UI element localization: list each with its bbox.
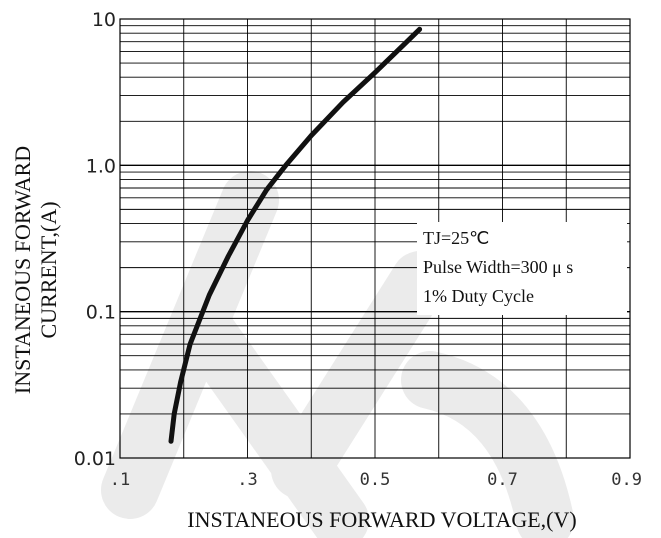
x-tick-label: .3 [237, 470, 257, 490]
y-tick-label: 0.1 [86, 302, 116, 324]
y-tick-label: 0.01 [74, 448, 116, 470]
watermark-stroke [401, 351, 574, 538]
y-tick-labels: 0.01 0.1 1.0 10 [74, 9, 116, 470]
series-line [168, 26, 423, 444]
y-axis-title-line1: INSTANEOUS FORWARD [10, 146, 35, 394]
x-tick-label: 0.5 [360, 470, 391, 490]
x-tick-label: .1 [110, 470, 130, 490]
series-layer [168, 26, 423, 444]
annotation-background [417, 222, 627, 315]
plot-area-frame [119, 18, 631, 459]
y-tick-label: 10 [92, 9, 116, 31]
x-axis-title: INSTANEOUS FORWARD VOLTAGE,(V) [187, 507, 576, 532]
x-tick-labels: .1 .3 0.5 0.7 0.9 [110, 470, 642, 490]
annotation-line: Pulse Width=300 μ s [423, 257, 573, 277]
annotation-line: 1% Duty Cycle [423, 286, 534, 306]
annotation-block: TJ=25℃ Pulse Width=300 μ s 1% Duty Cycle [417, 222, 627, 315]
annotation-line: TJ=25℃ [423, 228, 489, 248]
x-tick-label: 0.7 [487, 470, 518, 490]
y-axis-title-line2: CURRENT,(A) [36, 201, 61, 338]
x-tick-label: 0.9 [611, 470, 642, 490]
y-tick-label: 1.0 [86, 155, 116, 177]
grid-lines [120, 19, 630, 458]
